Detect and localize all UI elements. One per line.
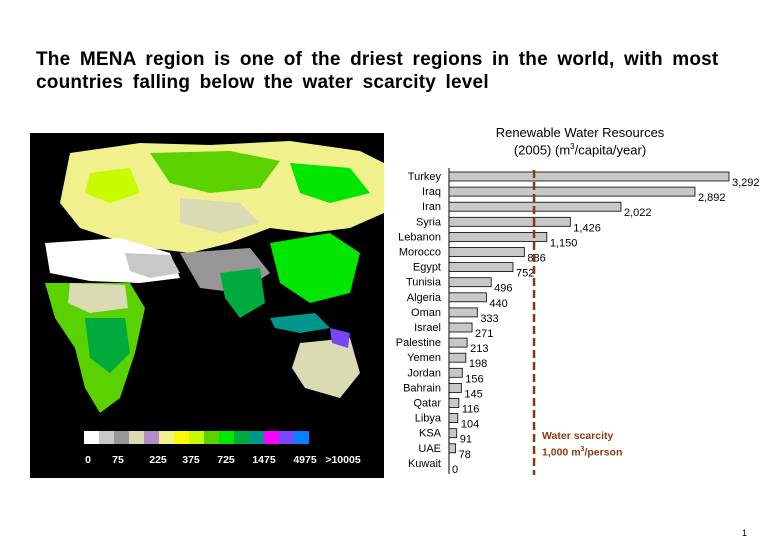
value-label: 440 [489,298,507,310]
category-label: Jordan [407,367,441,379]
category-label: Bahrain [403,382,441,394]
value-label: 213 [470,343,488,355]
map-legend-label: 225 [149,454,167,466]
map-legend-swatch [234,431,249,444]
bar-qatar [448,398,460,408]
bar-palestine [448,337,468,348]
value-label: 78 [459,449,471,461]
value-label: 156 [465,373,483,385]
bar-yemen [448,352,467,363]
bar-ksa [448,428,458,439]
map-legend-swatch [99,431,114,444]
bar-syria [448,216,571,227]
map-legend-swatch [114,431,129,444]
category-label: Iran [422,201,441,213]
category-label: Algeria [407,292,442,304]
value-label: 104 [461,419,479,431]
value-label: 1,426 [573,222,601,234]
bar-morocco [448,247,525,257]
map-legend-swatch [174,431,189,444]
category-label: Egypt [413,262,441,274]
map-legend-swatches [84,431,309,444]
bar-turkey [448,171,730,182]
water-scarcity-label: Water scarcity 1,000 m3/person [542,430,622,460]
category-label: UAE [418,443,441,455]
category-label: Tunisia [406,277,442,289]
category-label: KSA [419,428,442,440]
category-label: Morocco [399,247,441,259]
bar-lebanon [448,231,548,242]
bar-iraq [448,186,696,197]
map-legend-label: 0 [85,454,91,466]
value-label: 886 [527,253,545,265]
water-scarcity-label-line2: 1,000 m3/person [542,446,623,459]
map-legend-label: 4975 [293,454,317,466]
chart-title-line2: (2005) (m3/capita/year) [513,142,647,158]
value-label: 91 [460,434,472,446]
category-label: Iraq [422,186,441,198]
map-landmass-image [45,141,384,413]
category-label: Israel [414,322,441,334]
value-label: 2,892 [698,192,726,204]
category-label: Kuwait [408,458,441,470]
map-legend-swatch [189,431,204,444]
bar-jordan [448,367,463,378]
bar-uae [448,443,457,454]
category-label: Yemen [407,352,441,364]
bar-libya [448,413,459,424]
value-label: 145 [464,388,482,400]
category-label: Qatar [413,398,441,410]
category-label: Lebanon [398,231,441,243]
map-legend-label: 725 [217,454,235,466]
map-legend-swatch [129,431,144,444]
map-legend-swatch [219,431,234,444]
bar-egypt [448,262,514,273]
map-legend-swatch [159,431,174,444]
map-legend-swatch [279,431,294,444]
map-legend-swatch [294,431,309,444]
map-legend-swatch [204,431,219,444]
bar-algeria [448,292,487,303]
category-label: Oman [411,307,441,319]
category-label: Palestine [396,337,441,349]
bar-tunisia [448,277,492,288]
value-label: 271 [475,328,493,340]
slide-title: The MENA region is one of the driest reg… [36,49,719,93]
bar-bahrain [448,382,462,393]
map-legend-label: 375 [182,454,200,466]
page-number: 1 [741,528,747,538]
water-scarcity-label-line1: Water scarcity [542,430,614,442]
map-legend-swatch [264,431,279,444]
map-legend-swatch [249,431,264,444]
map-legend-label: 75 [112,454,124,466]
value-label: 2,022 [624,207,652,219]
value-label: 1,150 [550,237,578,249]
value-label: 3,292 [732,177,760,189]
bar-oman [448,307,478,318]
value-label: 752 [516,268,534,280]
map-legend-swatch [144,431,159,444]
value-label: 496 [494,283,512,295]
map-legend-label: >10005 [325,454,361,466]
category-label: Syria [416,216,442,228]
value-label: 0 [452,464,458,476]
value-label: 116 [462,404,480,416]
value-label: 333 [480,313,498,325]
world-water-map: 0 75 225 375 725 1475 4975 >10005 [30,133,384,478]
map-legend-label: 1475 [252,454,276,466]
value-label: 198 [469,358,487,370]
category-label: Turkey [408,171,442,183]
chart-title-line1: Renewable Water Resources [495,125,665,140]
map-legend-swatch [84,431,99,444]
category-label: Libya [415,413,442,425]
bar-israel [448,322,473,333]
